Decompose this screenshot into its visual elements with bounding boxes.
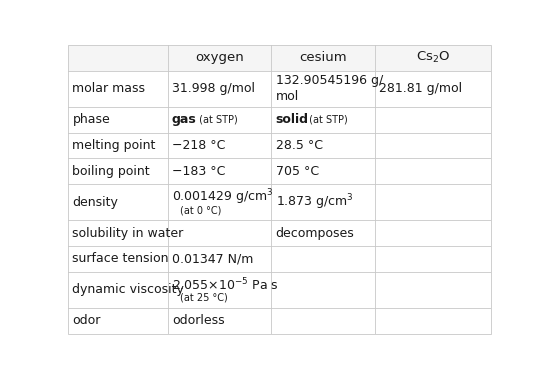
Text: 132.90545196 g/
mol: 132.90545196 g/ mol [276, 74, 383, 104]
Text: 1.873 g/cm$^3$: 1.873 g/cm$^3$ [276, 192, 353, 212]
Text: oxygen: oxygen [195, 51, 244, 64]
Text: 705 °C: 705 °C [276, 165, 319, 177]
Text: gas: gas [172, 114, 197, 126]
Text: molar mass: molar mass [73, 82, 145, 95]
Text: (at 0 °C): (at 0 °C) [180, 205, 222, 215]
Text: 28.5 °C: 28.5 °C [276, 139, 323, 152]
Text: 281.81 g/mol: 281.81 g/mol [379, 82, 462, 95]
Text: boiling point: boiling point [73, 165, 150, 177]
Text: (at STP): (at STP) [306, 115, 348, 125]
Text: melting point: melting point [73, 139, 156, 152]
Text: surface tension: surface tension [73, 252, 169, 265]
Text: cesium: cesium [299, 51, 347, 64]
Text: solubility in water: solubility in water [73, 227, 184, 240]
Text: −183 °C: −183 °C [172, 165, 225, 177]
Text: phase: phase [73, 114, 110, 126]
Text: (at 25 °C): (at 25 °C) [180, 293, 228, 303]
Text: odor: odor [73, 315, 101, 327]
Text: density: density [73, 196, 118, 208]
Text: 0.01347 N/m: 0.01347 N/m [172, 252, 253, 265]
Text: 0.001429 g/cm$^3$: 0.001429 g/cm$^3$ [172, 188, 274, 207]
Bar [68, 45, 491, 70]
Text: 2.055$\times$10$^{-5}$ Pa s: 2.055$\times$10$^{-5}$ Pa s [172, 277, 278, 293]
Text: 31.998 g/mol: 31.998 g/mol [172, 82, 255, 95]
Text: odorless: odorless [172, 315, 224, 327]
Text: decomposes: decomposes [276, 227, 354, 240]
Text: dynamic viscosity: dynamic viscosity [73, 284, 185, 296]
Text: −218 °C: −218 °C [172, 139, 225, 152]
Text: (at STP): (at STP) [197, 115, 238, 125]
Text: Cs$_2$O: Cs$_2$O [416, 50, 450, 65]
Text: solid: solid [276, 114, 308, 126]
